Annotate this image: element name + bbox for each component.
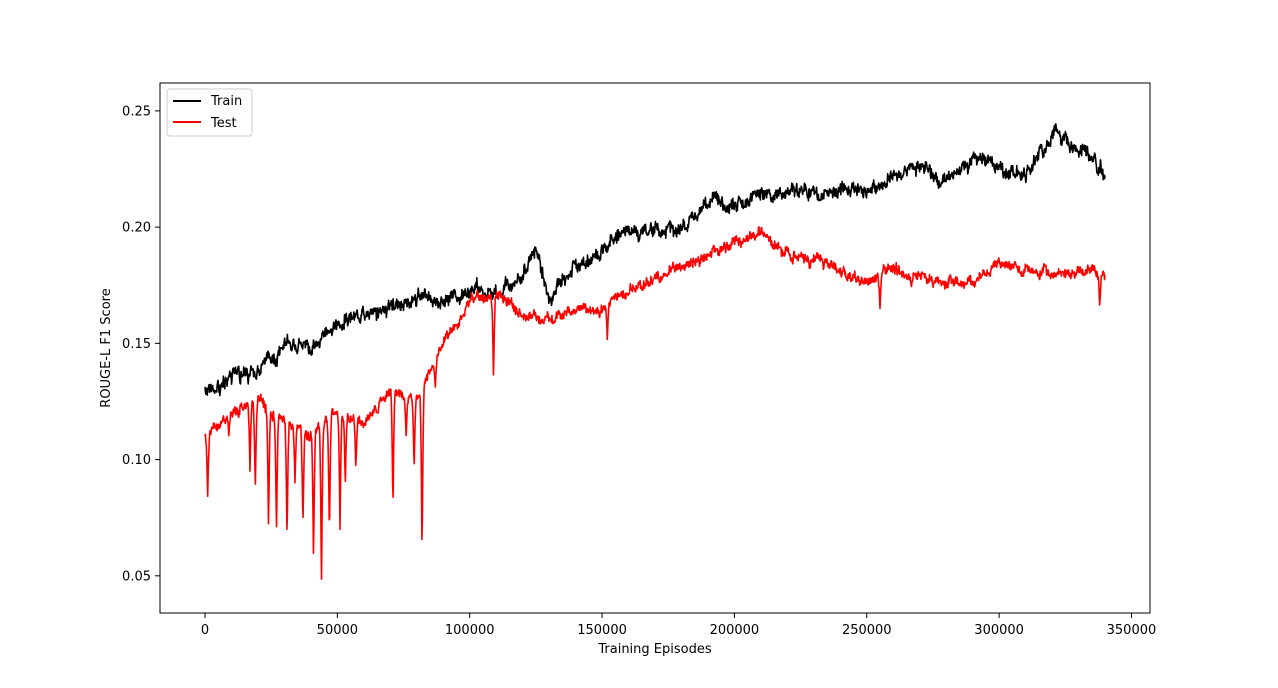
legend: Train Test bbox=[166, 88, 253, 137]
plot-frame bbox=[159, 82, 1151, 614]
x-axis-title: Training Episodes bbox=[597, 642, 711, 657]
x-tick-label: 50000 bbox=[317, 623, 358, 638]
x-tick-label: 0 bbox=[201, 623, 209, 638]
y-tick-label: 0.25 bbox=[122, 104, 151, 119]
y-tick-label: 0.20 bbox=[122, 221, 151, 236]
legend-label-test: Test bbox=[210, 116, 237, 131]
x-axis: 0 50000 100000 150000 200000 250000 300000 3500… bbox=[201, 613, 1156, 638]
legend-label-train: Train bbox=[210, 94, 242, 109]
y-axis: 0.05 0.10 0.15 0.20 0.25 bbox=[122, 104, 160, 584]
series-line-train bbox=[204, 123, 1106, 397]
x-tick-label: 200000 bbox=[710, 623, 760, 638]
x-tick-label: 100000 bbox=[445, 623, 495, 638]
y-tick-label: 0.05 bbox=[122, 569, 151, 584]
x-tick-label: 150000 bbox=[577, 623, 627, 638]
y-tick-label: 0.10 bbox=[122, 453, 151, 468]
series-layer bbox=[204, 123, 1106, 580]
x-tick-label: 300000 bbox=[974, 623, 1024, 638]
x-tick-label: 350000 bbox=[1107, 623, 1157, 638]
y-axis-title: ROUGE-L F1 Score bbox=[99, 288, 114, 407]
y-tick-label: 0.15 bbox=[122, 337, 151, 352]
x-tick-label: 250000 bbox=[842, 623, 892, 638]
series-line-test bbox=[204, 226, 1106, 580]
